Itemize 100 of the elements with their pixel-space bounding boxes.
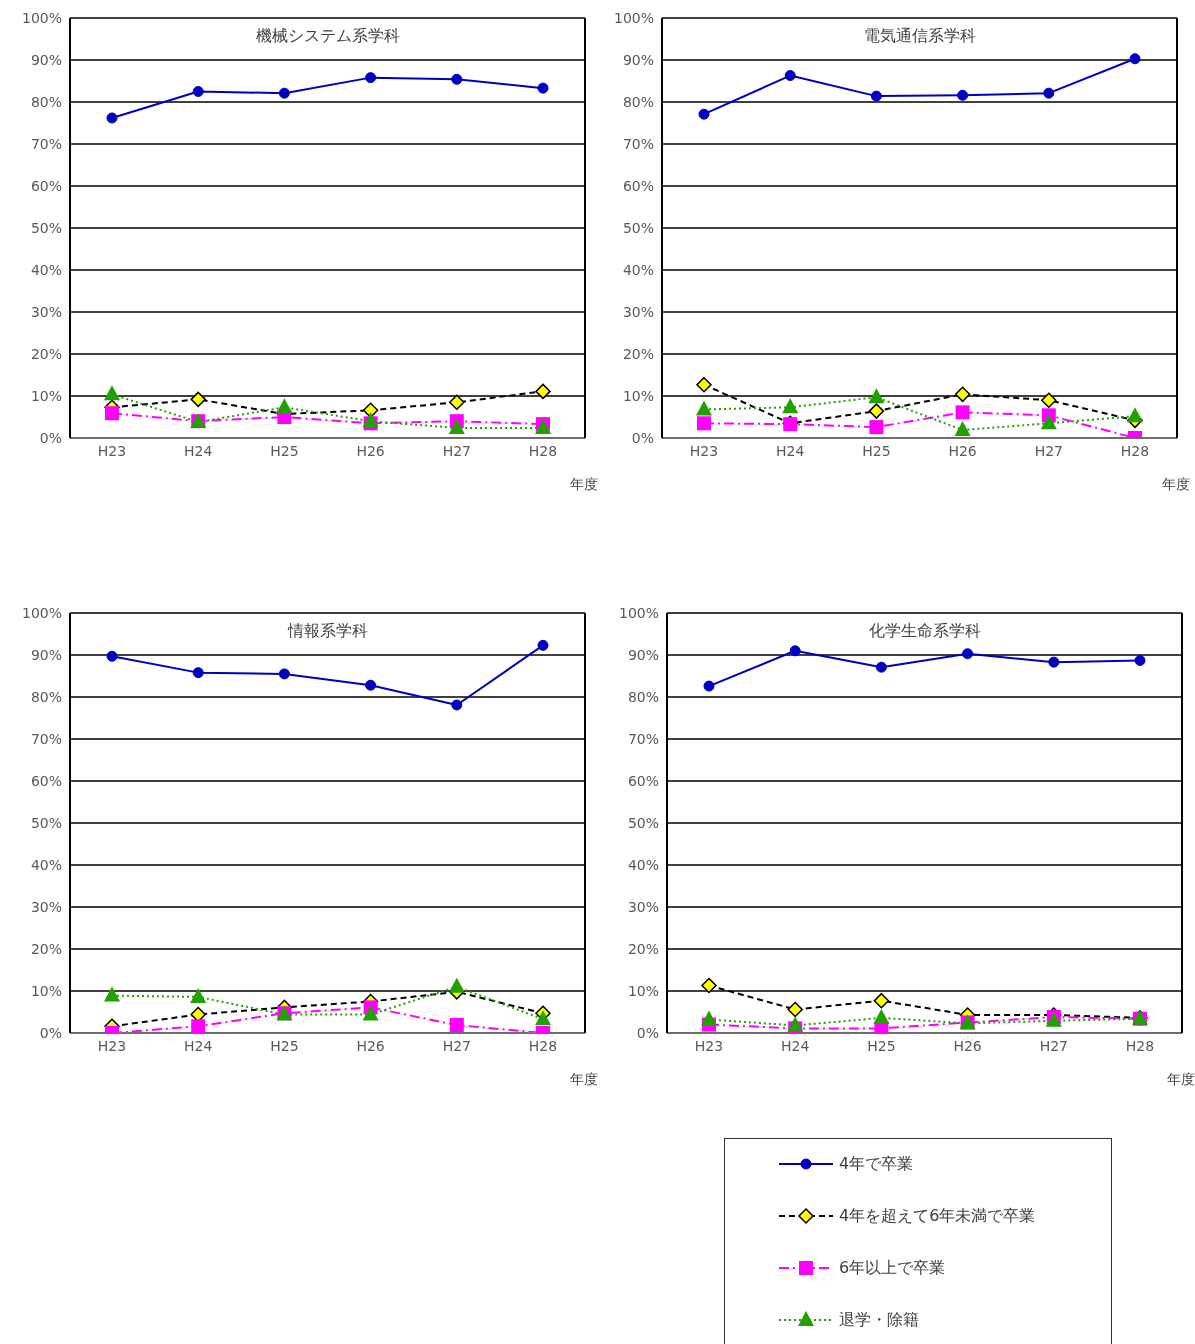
point bbox=[1129, 53, 1141, 65]
x-tick-label: H25 bbox=[270, 1037, 299, 1054]
y-tick-label: 0% bbox=[39, 429, 62, 446]
point bbox=[868, 403, 885, 419]
y-tick-label: 70% bbox=[30, 135, 62, 152]
point bbox=[451, 73, 463, 85]
y-tick-label: 30% bbox=[30, 898, 62, 915]
point bbox=[789, 645, 801, 657]
y-tick-label: 0% bbox=[636, 1024, 659, 1041]
point bbox=[535, 1010, 551, 1026]
point bbox=[1048, 656, 1060, 668]
x-tick-label: H26 bbox=[356, 1037, 385, 1054]
point bbox=[1127, 407, 1143, 423]
point bbox=[954, 386, 971, 403]
y-tick-label: 70% bbox=[622, 135, 654, 152]
point bbox=[362, 1005, 379, 1021]
y-tick-label: 90% bbox=[622, 51, 654, 68]
point bbox=[873, 992, 890, 1009]
x-axis-title: 年度 bbox=[1162, 476, 1190, 494]
x-tick-label: H24 bbox=[184, 1037, 213, 1054]
x-tick-label: H28 bbox=[1120, 442, 1150, 459]
point bbox=[787, 1016, 804, 1032]
text: 情報系学科 bbox=[286, 621, 369, 642]
x-tick-label: H23 bbox=[97, 442, 127, 459]
point bbox=[870, 90, 882, 102]
y-tick-label: 40% bbox=[622, 261, 654, 278]
point bbox=[190, 391, 206, 408]
x-tick-label: H25 bbox=[270, 442, 299, 459]
point bbox=[782, 398, 799, 414]
y-tick-label: 70% bbox=[30, 730, 62, 747]
x-tick-label: H28 bbox=[1125, 1037, 1155, 1054]
point bbox=[451, 699, 463, 711]
text: 電気通信系学科 bbox=[863, 26, 977, 47]
point bbox=[190, 987, 207, 1003]
x-axis-title: 年度 bbox=[1167, 1071, 1195, 1089]
x-tick-label: H28 bbox=[528, 1037, 558, 1054]
y-tick-label: 60% bbox=[30, 177, 62, 194]
x-tick-label: H25 bbox=[867, 1037, 896, 1054]
y-tick-label: 50% bbox=[622, 219, 654, 236]
point bbox=[192, 667, 204, 679]
point bbox=[875, 661, 887, 673]
point bbox=[1134, 654, 1146, 666]
y-tick-label: 0% bbox=[631, 429, 654, 446]
y-tick-label: 60% bbox=[30, 772, 62, 789]
y-tick-label: 80% bbox=[627, 688, 659, 705]
x-tick-label: H25 bbox=[862, 442, 891, 459]
point bbox=[957, 89, 969, 101]
point bbox=[696, 376, 712, 393]
x-axis-title: 年度 bbox=[570, 476, 598, 494]
point bbox=[105, 406, 119, 421]
y-tick-label: 80% bbox=[622, 93, 654, 110]
point bbox=[1041, 392, 1057, 408]
y-tick-label: 20% bbox=[30, 345, 62, 362]
point bbox=[362, 412, 379, 428]
y-tick-label: 50% bbox=[30, 219, 62, 236]
point bbox=[868, 388, 885, 404]
y-tick-label: 10% bbox=[30, 387, 62, 404]
text: 化学生命系学科 bbox=[868, 621, 982, 642]
x-tick-label: H26 bbox=[356, 442, 385, 459]
point bbox=[1040, 414, 1057, 430]
y-tick-label: 20% bbox=[622, 345, 654, 362]
y-tick-label: 40% bbox=[30, 261, 62, 278]
point bbox=[537, 82, 549, 94]
point bbox=[278, 668, 290, 680]
x-tick-label: H24 bbox=[776, 442, 805, 459]
point bbox=[106, 112, 118, 124]
point bbox=[276, 398, 293, 414]
y-tick-label: 50% bbox=[30, 814, 62, 831]
point bbox=[537, 639, 549, 651]
y-tick-label: 10% bbox=[30, 982, 62, 999]
y-tick-label: 40% bbox=[30, 856, 62, 873]
point bbox=[703, 680, 715, 692]
x-axis-title: 年度 bbox=[570, 1071, 598, 1089]
point bbox=[535, 383, 551, 400]
x-tick-label: H27 bbox=[1034, 442, 1063, 459]
y-tick-label: 100% bbox=[21, 9, 62, 26]
x-tick-label: H26 bbox=[953, 1037, 982, 1054]
point bbox=[365, 679, 377, 691]
point bbox=[787, 1001, 803, 1018]
point bbox=[962, 648, 974, 660]
y-tick-label: 100% bbox=[613, 9, 654, 26]
x-tick-label: H28 bbox=[528, 442, 558, 459]
legend-label: 4年を超えて6年未満で卒業 bbox=[839, 1205, 1036, 1227]
y-tick-label: 80% bbox=[30, 688, 62, 705]
x-tick-label: H23 bbox=[689, 442, 719, 459]
x-tick-label: H26 bbox=[948, 442, 977, 459]
point bbox=[696, 400, 712, 416]
point bbox=[106, 650, 118, 662]
y-tick-label: 90% bbox=[30, 646, 62, 663]
point bbox=[449, 1018, 464, 1033]
y-tick-label: 10% bbox=[627, 982, 659, 999]
point bbox=[873, 1008, 890, 1024]
x-tick-label: H24 bbox=[184, 442, 213, 459]
y-tick-label: 70% bbox=[627, 730, 659, 747]
x-tick-label: H23 bbox=[694, 1037, 724, 1054]
y-tick-label: 30% bbox=[627, 898, 659, 915]
point bbox=[448, 418, 465, 434]
point bbox=[278, 87, 290, 99]
point bbox=[954, 421, 971, 437]
x-tick-label: H27 bbox=[1039, 1037, 1068, 1054]
